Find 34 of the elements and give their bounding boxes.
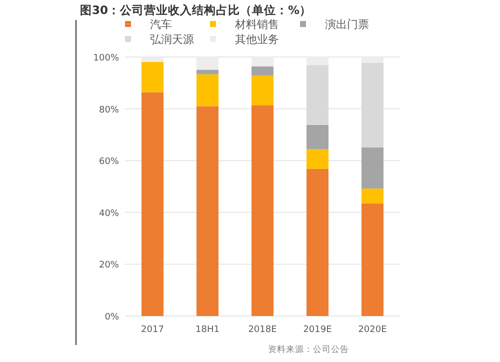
x-tick-label: 2018E [248,325,278,335]
legend-label: 材料销售 [234,18,279,31]
bar [196,70,218,74]
x-tick-label: 18H1 [196,325,220,335]
text: 资料来源：公司公告 [268,344,349,355]
legend-label: 其他业务 [235,33,279,46]
y-tick-label: 60% [98,157,120,168]
legend-label: 演出门票 [325,18,369,31]
bar [306,149,328,169]
y-tick-label: 100% [93,54,120,64]
bar [306,65,328,125]
x-tick-label: 2020E [358,325,388,335]
bar [142,92,164,316]
bar [362,147,384,189]
bar [252,66,274,76]
y-tick-label: 0% [104,312,120,322]
bar [252,105,274,316]
bar [252,76,274,106]
y-tick-label: 80% [98,105,120,116]
legend-label: 弘润天源 [150,33,194,46]
y-tick-label: 40% [98,208,120,219]
bar [362,62,384,148]
chart-title: 图30：公司营业收入结构占比（单位：%） [80,3,312,17]
bar [142,62,164,92]
bar [306,124,328,150]
bar [196,74,218,106]
y-tick-label: 20% [98,260,120,271]
x-tick-label: 2019E [303,325,332,335]
bar [196,106,218,316]
bar [362,188,384,204]
x-tick-label: 2017 [141,325,164,335]
legend-label: 汽车 [150,18,172,31]
bar [306,168,328,316]
bar [362,203,384,316]
